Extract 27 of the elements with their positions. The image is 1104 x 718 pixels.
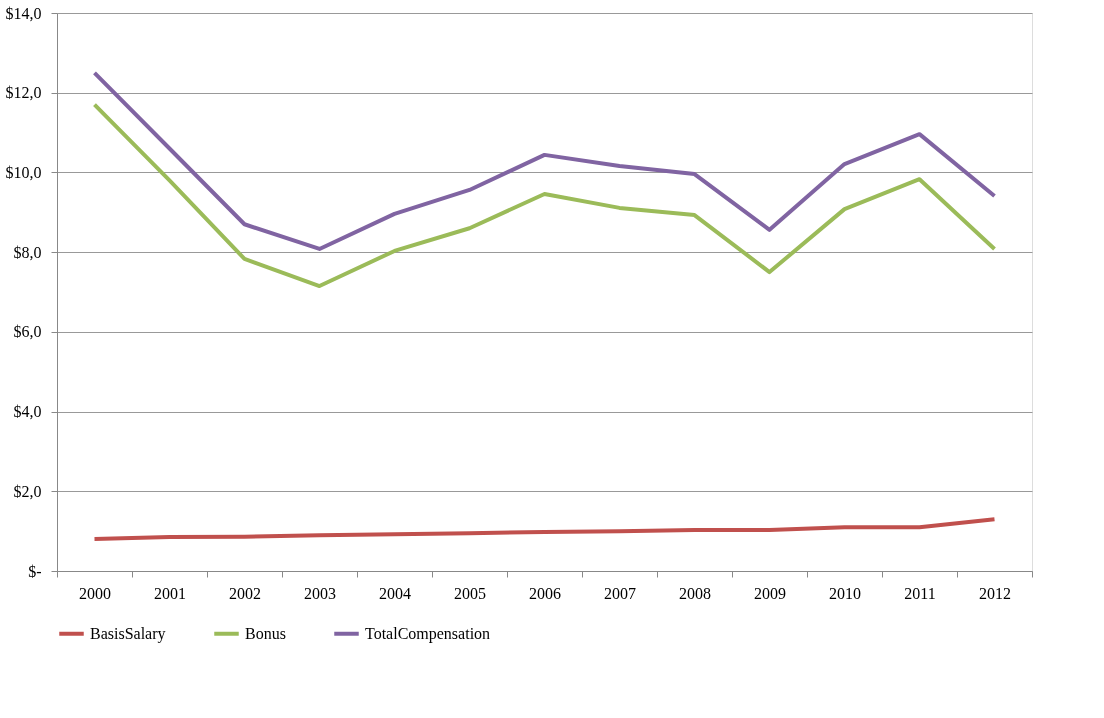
legend-label: Bonus bbox=[245, 624, 286, 642]
x-tick-label: 2003 bbox=[304, 584, 336, 602]
x-tick-label: 2012 bbox=[979, 584, 1011, 602]
y-tick-label: $6,0 bbox=[13, 323, 42, 341]
y-tick-label: $- bbox=[28, 562, 42, 580]
y-tick-label: $14,0 bbox=[5, 4, 42, 22]
line-series bbox=[92, 102, 997, 289]
x-tick-label: 2000 bbox=[79, 584, 111, 602]
x-tick-label: 2005 bbox=[454, 584, 486, 602]
legend-label: BasisSalary bbox=[90, 624, 166, 643]
x-tick-label: 2001 bbox=[154, 584, 186, 602]
x-tick-label: 2008 bbox=[679, 584, 711, 602]
legend-label: TotalCompensation bbox=[365, 624, 491, 643]
y-tick-label: $12,0 bbox=[5, 84, 42, 102]
x-tick-label: 2004 bbox=[379, 584, 411, 602]
x-tick-label: 2002 bbox=[229, 584, 261, 602]
line-series bbox=[92, 517, 997, 542]
y-tick-label: $2,0 bbox=[13, 482, 42, 500]
x-tick-label: 2006 bbox=[529, 584, 561, 602]
line-series bbox=[92, 70, 997, 251]
x-tick-label: 2009 bbox=[754, 584, 786, 602]
x-tick-label: 2007 bbox=[604, 584, 636, 602]
y-tick-label: $8,0 bbox=[13, 243, 42, 261]
x-tick-label: 2011 bbox=[904, 584, 936, 602]
x-tick-label: 2010 bbox=[829, 584, 861, 602]
y-tick-label: $4,0 bbox=[13, 403, 42, 421]
y-tick-label: $10,0 bbox=[5, 163, 42, 181]
